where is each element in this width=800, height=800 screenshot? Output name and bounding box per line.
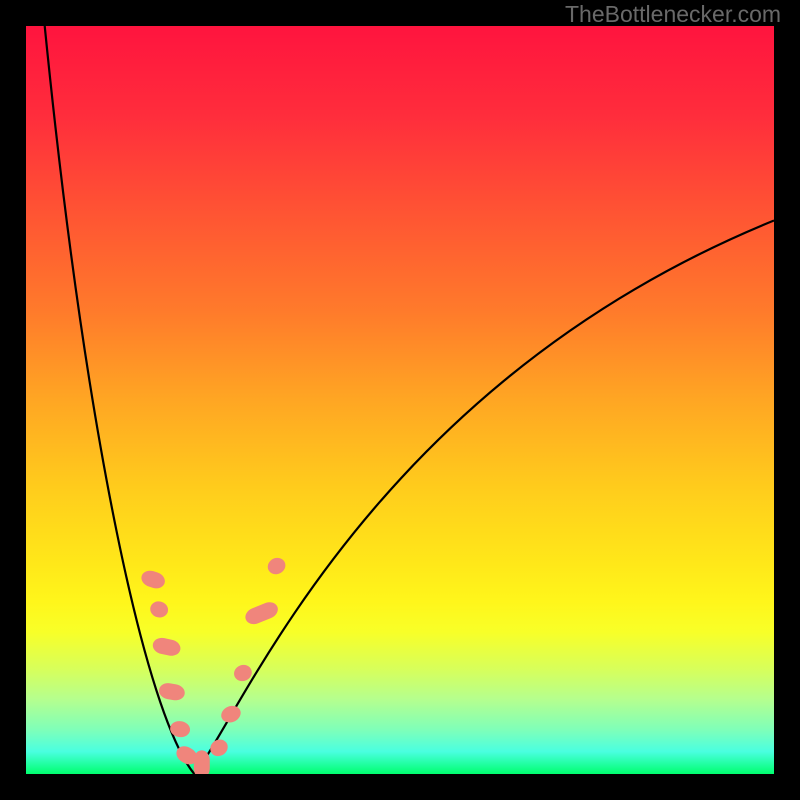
chart-svg bbox=[26, 26, 774, 774]
chart-frame bbox=[26, 26, 774, 774]
gradient-background bbox=[26, 26, 774, 774]
curve-marker bbox=[194, 750, 210, 774]
watermark-text: TheBottlenecker.com bbox=[565, 1, 781, 28]
